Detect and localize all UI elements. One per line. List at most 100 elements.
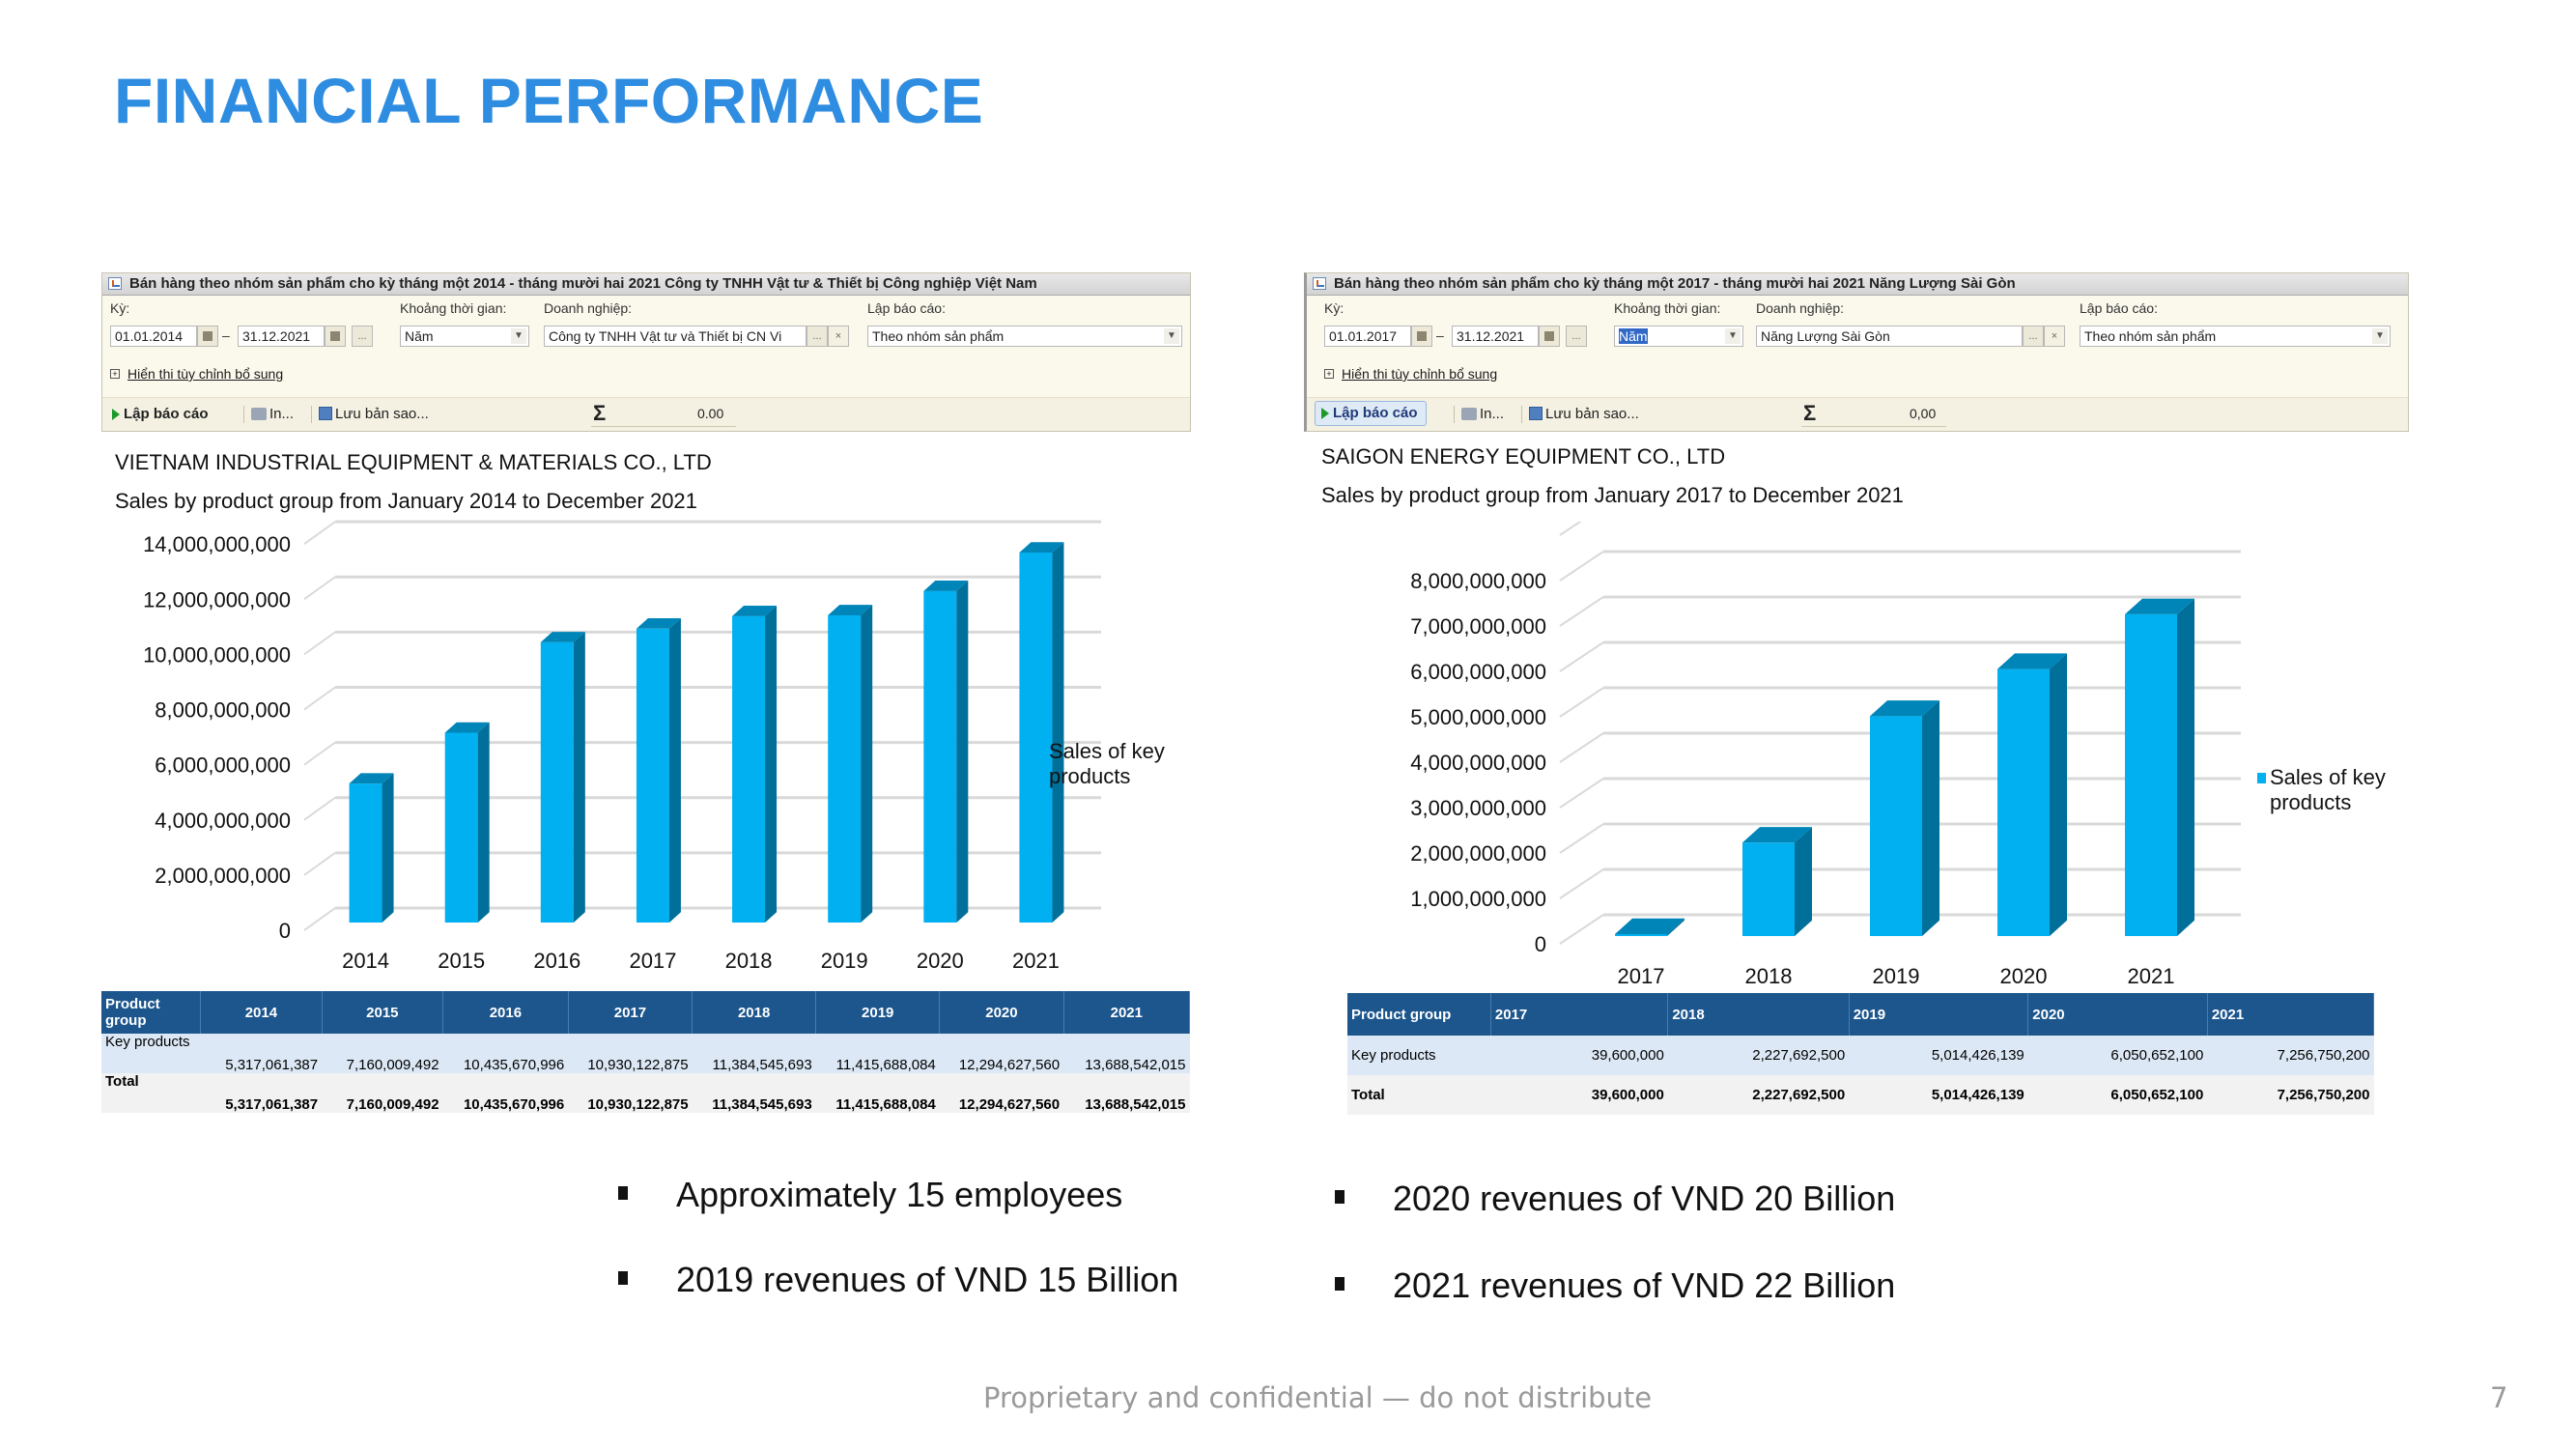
right-company-name: SAIGON ENERGY EQUIPMENT CO., LTD xyxy=(1321,444,1726,469)
table-header-row: Product group 2014 2015 2016 2017 2018 2019 202… xyxy=(101,991,1191,1034)
table-row-total: Total 5,317,061,387 7,160,009,492 10,435,67… xyxy=(101,1073,1190,1113)
table-row-total: Total 39,600,000 2,227,692,500 5,014,426,13… xyxy=(1347,1075,2374,1115)
company-clear-button[interactable]: × xyxy=(2044,326,2065,347)
bar-side-2017 xyxy=(668,618,681,923)
bar-top-2019 xyxy=(1870,700,1939,717)
x-tick-label: 2017 xyxy=(629,949,676,973)
date-to-input[interactable]: 31.12.2021 xyxy=(1452,326,1539,347)
expand-icon[interactable]: + xyxy=(1324,369,1334,379)
cell-value: 5,317,061,387 xyxy=(200,1073,323,1113)
y-tick-label: 0 xyxy=(279,919,291,943)
expand-icon[interactable]: + xyxy=(110,369,120,379)
bar-top-2018 xyxy=(732,606,778,616)
right-report-toolbar: Lập báo cáo In... Lưu bản sao... Σ 0,00 xyxy=(1307,397,2408,431)
left-panel-titlebar: Bán hàng theo nhóm sản phẩm cho kỳ tháng… xyxy=(102,273,1190,296)
report-type-select[interactable]: Theo nhóm sản phẩm ▼ xyxy=(2080,326,2391,347)
bar-top-2019 xyxy=(828,605,873,615)
bullet-2021-revenue: 2021 revenues of VND 22 Billion xyxy=(1393,1265,1896,1305)
chevron-down-icon: ▼ xyxy=(511,328,526,344)
calendar-icon xyxy=(1544,331,1554,341)
x-tick-label: 2019 xyxy=(1873,964,1920,985)
company-more-button[interactable]: ... xyxy=(807,326,828,347)
company-clear-button[interactable]: × xyxy=(828,326,849,347)
print-label: In... xyxy=(1480,406,1505,422)
gridline-depth xyxy=(1559,823,1604,854)
date-to-calendar-button[interactable] xyxy=(325,326,346,347)
cell-value: 5,014,426,139 xyxy=(1849,1036,2028,1075)
company-label: Doanh nghiệp: xyxy=(544,300,633,316)
extra-settings-link[interactable]: Hiển thi tùy chỉnh bổ sung xyxy=(1342,366,1498,382)
cell-value: 7,256,750,200 xyxy=(2207,1036,2374,1075)
y-tick-label: 6,000,000,000 xyxy=(155,753,291,778)
y-tick-label: 14,000,000,000 xyxy=(143,532,291,556)
column-header-year: 2016 xyxy=(442,991,569,1034)
date-from-calendar-button[interactable] xyxy=(197,326,218,347)
bar-side-2021 xyxy=(1052,542,1064,923)
column-header-product-group: Product group xyxy=(101,991,202,1034)
date-from-input[interactable]: 01.01.2014 xyxy=(110,326,197,347)
bar-top-2021 xyxy=(1019,542,1064,554)
left-sales-table: Product group 2014 2015 2016 2017 2018 2019 202… xyxy=(101,991,1191,1113)
right-panel-title: Bán hàng theo nhóm sản phẩm cho kỳ tháng… xyxy=(1334,275,2016,292)
print-button[interactable]: In... xyxy=(1461,403,1504,426)
column-header-year: 2018 xyxy=(692,991,817,1034)
extra-settings-link[interactable]: Hiển thi tùy chỉnh bổ sung xyxy=(127,366,284,382)
period-more-button[interactable]: ... xyxy=(352,326,373,347)
bar-top-2014 xyxy=(349,773,394,784)
y-tick-label: 4,000,000,000 xyxy=(1410,751,1546,775)
gridline-depth xyxy=(1559,596,1604,627)
table-row-key-products: Key products 5,317,061,387 7,160,009,492 10… xyxy=(101,1034,1190,1073)
bar-front-2019 xyxy=(828,614,862,923)
company-input[interactable]: Công ty TNHH Vật tư và Thiết bị CN Vi xyxy=(544,326,807,347)
bar-side-2020 xyxy=(956,581,969,923)
date-to-input[interactable]: 31.12.2021 xyxy=(238,326,325,347)
company-input[interactable]: Năng Lượng Sài Gòn xyxy=(1756,326,2023,347)
interval-select[interactable]: Năm ▼ xyxy=(400,326,529,347)
report-type-value: Theo nhóm sản phẩm xyxy=(2084,328,2217,344)
cell-value: 6,050,652,100 xyxy=(2027,1075,2208,1115)
x-tick-label: 2014 xyxy=(342,949,389,973)
bar-front-2016 xyxy=(540,641,574,923)
confidential-footer: Proprietary and confidential — do not di… xyxy=(983,1381,1653,1414)
cell-value: 12,294,627,560 xyxy=(939,1034,1064,1073)
report-type-select[interactable]: Theo nhóm sản phẩm ▼ xyxy=(867,326,1182,347)
left-report-panel: Bán hàng theo nhóm sản phẩm cho kỳ tháng… xyxy=(101,272,1191,432)
cell-value: 2,227,692,500 xyxy=(1667,1075,1850,1115)
print-button[interactable]: In... xyxy=(251,403,294,426)
company-more-button[interactable]: ... xyxy=(2023,326,2044,347)
bar-top-2016 xyxy=(540,632,585,642)
legend-label: Sales of key xyxy=(1049,739,1165,763)
x-tick-label: 2021 xyxy=(2128,964,2175,985)
period-more-button[interactable]: ... xyxy=(1566,326,1587,347)
report-type-label: Lập báo cáo: xyxy=(2080,300,2158,316)
column-header-year: 2021 xyxy=(1063,991,1191,1034)
floppy-disk-icon xyxy=(1529,407,1543,420)
gridline-depth xyxy=(303,576,336,601)
toolbar-separator xyxy=(243,406,244,423)
right-report-panel: Bán hàng theo nhóm sản phẩm cho kỳ tháng… xyxy=(1304,272,2409,432)
cell-value: 10,435,670,996 xyxy=(442,1034,569,1073)
run-report-button[interactable]: Lập báo cáo xyxy=(106,403,216,426)
legend-label: products xyxy=(1049,764,1130,788)
save-copy-button[interactable]: Lưu bản sao... xyxy=(319,403,429,426)
bar-top-2020 xyxy=(1997,653,2067,669)
date-from-input[interactable]: 01.01.2017 xyxy=(1324,326,1411,347)
bar-front-2015 xyxy=(444,732,478,923)
y-tick-label: 2,000,000,000 xyxy=(155,864,291,888)
x-tick-label: 2020 xyxy=(917,949,964,973)
report-type-label: Lập báo cáo: xyxy=(867,300,946,316)
date-from-calendar-button[interactable] xyxy=(1411,326,1432,347)
column-header-year: 2021 xyxy=(2207,993,2375,1036)
interval-select[interactable]: Năm ▼ xyxy=(1614,326,1743,347)
date-to-calendar-button[interactable] xyxy=(1539,326,1560,347)
row-label: Total xyxy=(1347,1075,1491,1115)
calendar-icon xyxy=(203,331,212,341)
cell-value: 39,600,000 xyxy=(1490,1036,1668,1075)
left-report-toolbar: Lập báo cáo In... Lưu bản sao... Σ 0.00 xyxy=(102,397,1190,431)
cell-value: 11,384,545,693 xyxy=(692,1034,816,1073)
bar-front-2018 xyxy=(1742,842,1795,936)
bullet-marker xyxy=(1335,1277,1345,1291)
save-copy-button[interactable]: Lưu bản sao... xyxy=(1529,403,1639,426)
run-report-button[interactable]: Lập báo cáo xyxy=(1315,401,1427,426)
x-tick-label: 2018 xyxy=(725,949,773,973)
